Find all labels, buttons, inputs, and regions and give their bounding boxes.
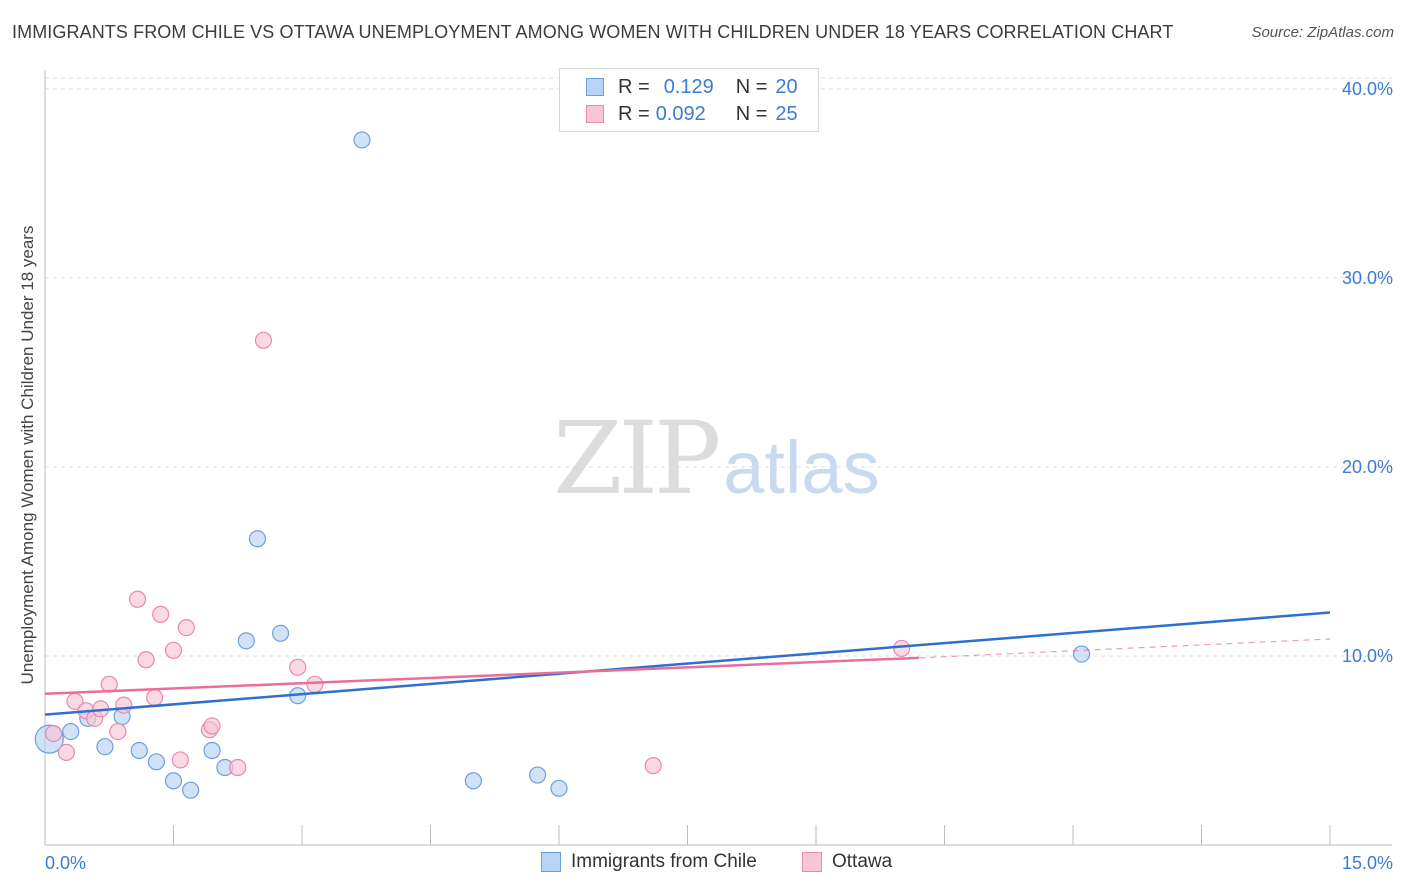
legend-label-ottawa: Ottawa — [832, 851, 893, 872]
legend-swatch-pink — [586, 105, 604, 123]
ottawa-point — [254, 331, 273, 349]
chile-point — [130, 741, 148, 760]
chile-point — [248, 530, 267, 548]
x-tick-label: 15.0% — [1342, 853, 1393, 873]
y-tick-label: 30.0% — [1342, 268, 1393, 288]
legend-row-chile: R = 0.129 N = 20 — [586, 75, 798, 99]
chile-point — [147, 753, 165, 771]
chile-point — [96, 738, 114, 756]
legend-n-value: 25 — [775, 102, 798, 125]
correlation-legend: R = 0.129 N = 20 R = 0.092 N = 25 — [559, 68, 819, 132]
chile-point — [203, 741, 221, 760]
legend-r-label: R = — [618, 75, 650, 98]
chile-point — [528, 766, 547, 784]
ottawa-point — [229, 758, 247, 777]
x-tick-label: 0.0% — [45, 853, 86, 873]
ottawa-point — [644, 757, 662, 775]
y-tick-label: 40.0% — [1342, 79, 1393, 99]
chart-title: IMMIGRANTS FROM CHILE VS OTTAWA UNEMPLOY… — [12, 22, 1174, 42]
ottawa-point — [137, 651, 155, 669]
legend-item-chile[interactable]: Immigrants from Chile — [541, 851, 757, 873]
chile-point — [237, 632, 255, 650]
ottawa-trend-line — [44, 656, 919, 696]
legend-label-chile: Immigrants from Chile — [571, 851, 757, 872]
legend-r-value: 0.129 — [663, 75, 714, 98]
y-tick-label: 20.0% — [1342, 457, 1393, 477]
ottawa-point — [893, 639, 911, 658]
chile-point — [62, 722, 80, 741]
source-label: Source: ZipAtlas.com — [1251, 24, 1394, 41]
ottawa-point — [164, 641, 183, 659]
legend-swatch-pink — [802, 852, 822, 872]
chile-point — [182, 781, 200, 799]
legend-swatch-blue — [586, 78, 604, 96]
ottawa-trend-extension — [918, 638, 1331, 659]
watermark-zip: ZIP — [553, 400, 721, 517]
ottawa-point — [109, 722, 127, 741]
ottawa-point — [203, 717, 221, 735]
y-tick-label: 10.0% — [1342, 646, 1393, 666]
chile-point — [550, 779, 568, 797]
chile-trend-line — [44, 611, 1331, 716]
legend-r-label: R = — [618, 102, 650, 125]
ottawa-point — [171, 751, 189, 769]
legend-n-label: N = — [735, 75, 768, 98]
ottawa-point — [128, 590, 147, 608]
chile-point — [271, 624, 290, 642]
chile-point — [1072, 645, 1091, 663]
ottawa-point — [115, 696, 133, 714]
legend-row-ottawa: R = 0.092 N = 25 — [586, 102, 798, 126]
legend-n-label: N = — [735, 102, 768, 125]
ottawa-point — [146, 688, 164, 707]
ottawa-point — [306, 675, 324, 693]
ottawa-point — [152, 605, 170, 623]
ottawa-point — [44, 724, 63, 743]
legend-n-value: 20 — [775, 75, 798, 98]
legend-swatch-blue — [541, 852, 561, 872]
ottawa-point — [289, 658, 307, 676]
chile-point — [464, 772, 482, 790]
chile-point — [353, 131, 371, 149]
legend-item-ottawa[interactable]: Ottawa — [802, 851, 892, 873]
ottawa-point — [57, 743, 76, 761]
chile-point — [164, 772, 183, 790]
watermark-atlas: atlas — [723, 426, 880, 509]
ottawa-point — [177, 619, 195, 637]
watermark: ZIPatlas — [553, 400, 880, 517]
legend-r-value: 0.092 — [655, 102, 706, 125]
series-legend: Immigrants from Chile Ottawa — [0, 851, 1406, 877]
